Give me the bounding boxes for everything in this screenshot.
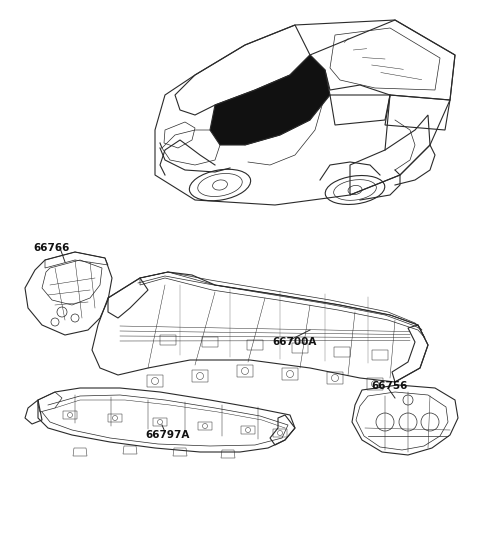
Text: 66766: 66766 (34, 243, 70, 253)
Polygon shape (210, 55, 330, 145)
Text: 66797A: 66797A (146, 430, 190, 440)
Text: 66700A: 66700A (273, 337, 317, 347)
Text: 66756: 66756 (372, 381, 408, 391)
